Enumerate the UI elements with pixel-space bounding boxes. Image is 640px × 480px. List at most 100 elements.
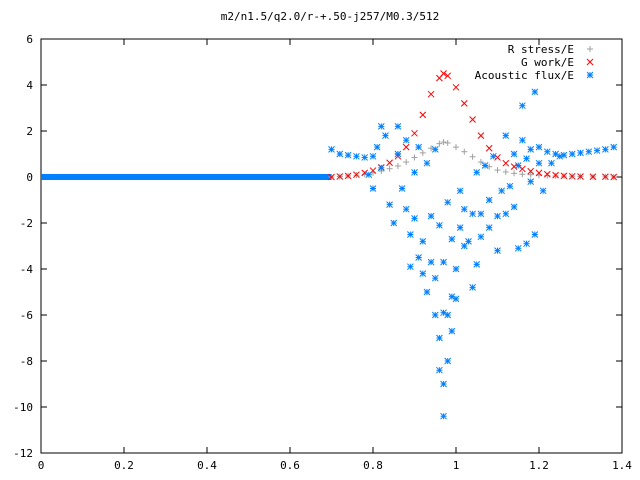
data-point — [390, 219, 398, 227]
data-point — [465, 238, 472, 245]
data-point — [539, 187, 547, 195]
data-point — [527, 178, 535, 185]
data-point — [485, 144, 493, 152]
data-point — [531, 231, 539, 238]
legend-marker — [586, 71, 594, 79]
series-r-stress-e — [328, 139, 617, 180]
data-point — [527, 167, 535, 175]
data-point — [444, 72, 452, 80]
data-point — [531, 88, 539, 96]
data-point — [336, 173, 344, 180]
data-point — [436, 366, 443, 374]
data-point — [394, 162, 401, 169]
x-tick-label: 0.4 — [197, 459, 217, 472]
data-point — [419, 238, 427, 245]
x-tick-label: 1.2 — [529, 459, 549, 472]
data-point — [444, 311, 452, 319]
data-point — [411, 215, 418, 222]
data-point — [440, 309, 447, 317]
data-point — [469, 284, 476, 291]
baseline-group — [41, 174, 332, 180]
data-point — [477, 132, 485, 139]
data-point — [477, 159, 484, 166]
data-point — [556, 152, 564, 160]
data-point — [535, 159, 543, 167]
data-point — [423, 288, 431, 296]
data-point — [527, 171, 534, 178]
y-tick-label: 4 — [26, 79, 33, 92]
data-point — [568, 150, 576, 158]
data-point — [423, 159, 431, 167]
series-g-work-e — [328, 70, 618, 181]
data-point — [602, 146, 609, 153]
x-tick-label: 1 — [453, 459, 460, 472]
data-point — [328, 146, 335, 153]
data-point — [486, 163, 493, 170]
data-point — [411, 154, 418, 161]
data-point — [344, 151, 352, 159]
data-point — [535, 143, 543, 151]
x-tick-label: 1.4 — [612, 459, 632, 472]
data-point — [452, 295, 460, 303]
data-point — [514, 162, 522, 169]
data-point — [577, 149, 584, 157]
y-tick-label: 0 — [26, 171, 33, 184]
data-point — [469, 210, 476, 218]
data-point — [336, 150, 344, 158]
data-point — [460, 205, 468, 213]
y-tick-label: 2 — [26, 125, 33, 138]
data-point — [589, 173, 597, 181]
data-point — [544, 172, 551, 179]
data-point — [523, 155, 530, 162]
y-tick-label: -4 — [20, 263, 34, 276]
data-point — [494, 212, 501, 220]
data-point — [481, 162, 489, 169]
chart-title: m2/n1.5/q2.0/r-+.50-j257/M0.3/512 — [221, 10, 440, 23]
data-point — [440, 139, 447, 146]
data-point — [369, 152, 377, 160]
data-point — [406, 263, 414, 271]
data-point — [419, 111, 427, 119]
data-point — [519, 136, 526, 144]
data-point — [406, 231, 414, 238]
data-point — [353, 152, 360, 160]
data-point — [456, 224, 464, 231]
points-group — [328, 70, 618, 420]
y-tick-label: -6 — [20, 309, 33, 322]
x-tick-label: 0.8 — [363, 459, 383, 472]
legend-marker — [586, 58, 594, 66]
data-point — [427, 258, 435, 266]
y-tick-label: -8 — [20, 355, 33, 368]
data-point — [453, 144, 459, 151]
plot-frame — [40, 38, 623, 454]
data-point — [469, 153, 476, 160]
data-point — [543, 170, 551, 178]
data-point — [431, 146, 439, 153]
x-tick-label: 0 — [38, 459, 45, 472]
data-point — [431, 274, 439, 282]
data-point — [436, 140, 443, 147]
data-point — [436, 334, 443, 342]
data-point — [427, 212, 435, 220]
data-point — [502, 159, 510, 167]
legend-label: G work/E — [521, 56, 574, 69]
data-point — [469, 116, 476, 123]
legend-marker — [587, 46, 593, 52]
data-point — [460, 100, 468, 107]
data-point — [415, 254, 423, 261]
data-point — [585, 148, 593, 156]
data-point — [519, 102, 526, 110]
data-point — [369, 185, 377, 192]
legend-label: Acoustic flux/E — [475, 69, 574, 82]
data-point — [510, 163, 518, 171]
x-tick-label: 0.6 — [280, 459, 300, 472]
data-point — [511, 170, 518, 177]
data-point — [477, 233, 485, 241]
data-point — [473, 261, 481, 268]
data-point — [448, 327, 456, 335]
series-acoustic-flux-e — [328, 88, 618, 420]
data-point — [461, 148, 468, 155]
data-point — [436, 221, 443, 229]
legend-label: R stress/E — [508, 43, 574, 56]
